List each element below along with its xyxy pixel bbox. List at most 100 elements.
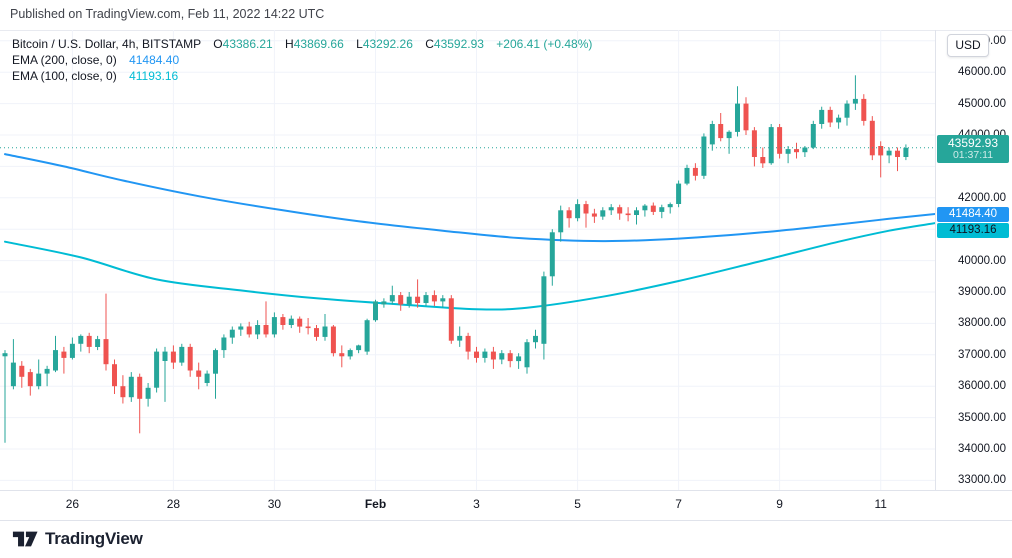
- candle: [760, 157, 766, 164]
- ema200-value: 41484.40: [129, 53, 180, 67]
- candle: [263, 325, 269, 335]
- candle: [836, 117, 842, 123]
- ema200-price-badge: 41484.40: [937, 206, 1009, 222]
- candle: [423, 295, 429, 303]
- candle: [10, 362, 16, 387]
- candle: [625, 213, 631, 216]
- candle: [827, 109, 833, 123]
- price-axis-label: 46000.00: [958, 66, 1006, 79]
- candle: [162, 351, 168, 361]
- candle: [2, 353, 8, 357]
- candle: [288, 318, 294, 325]
- price-axis-label: 38000.00: [958, 317, 1006, 330]
- chart-plot-area[interactable]: [0, 30, 935, 490]
- price-axis-label: 40000.00: [958, 254, 1006, 267]
- candle: [36, 373, 42, 387]
- ohlc-close: C43592.93: [425, 37, 484, 51]
- price-axis-label: 37000.00: [958, 348, 1006, 361]
- time-axis[interactable]: 26 28 30 Feb 3 5 7 9 11: [0, 490, 1012, 521]
- candle: [297, 318, 303, 327]
- candle: [566, 210, 572, 219]
- candle: [667, 204, 673, 208]
- candle: [381, 301, 387, 305]
- time-axis-label: Feb: [364, 497, 387, 511]
- candle: [886, 150, 892, 156]
- candle: [406, 296, 412, 305]
- candle: [128, 376, 134, 398]
- candle: [305, 326, 311, 329]
- candle: [314, 328, 319, 337]
- tradingview-logo[interactable]: TradingView: [12, 528, 143, 550]
- time-axis-label: 5: [574, 497, 581, 511]
- candle: [154, 351, 160, 388]
- candle: [213, 350, 218, 374]
- candle: [516, 356, 522, 362]
- candle: [86, 335, 92, 347]
- candle: [482, 351, 488, 358]
- ema200-line[interactable]: [4, 153, 935, 243]
- candle: [170, 351, 176, 363]
- candle: [617, 207, 623, 214]
- candle: [120, 386, 126, 398]
- legend-symbol-row[interactable]: Bitcoin / U.S. Dollar, 4h, BITSTAMP O433…: [12, 36, 592, 52]
- price-change: +206.41 (+0.48%): [496, 37, 593, 51]
- candle: [137, 376, 143, 399]
- symbol-title: Bitcoin / U.S. Dollar, 4h, BITSTAMP: [12, 37, 201, 51]
- candle: [583, 204, 589, 214]
- candle: [44, 368, 50, 374]
- candle: [255, 325, 261, 335]
- currency-toggle-button[interactable]: USD: [947, 34, 989, 57]
- time-axis-label: 28: [166, 497, 181, 511]
- price-axis-label: 39000.00: [958, 286, 1006, 298]
- candle: [457, 335, 463, 341]
- candle: [69, 343, 75, 358]
- candle: [591, 213, 597, 217]
- candle: [701, 136, 707, 176]
- candle: [819, 109, 825, 124]
- candle: [53, 350, 58, 371]
- time-axis-label: 30: [267, 497, 282, 511]
- ema200-label: EMA (200, close, 0): [12, 53, 117, 67]
- ema100-line[interactable]: [4, 222, 935, 311]
- candle: [356, 345, 362, 351]
- candle: [179, 346, 185, 363]
- candle: [692, 167, 698, 176]
- candle: [608, 207, 614, 211]
- candle: [558, 210, 564, 233]
- candle: [440, 298, 446, 302]
- price-axis-label: 42000.00: [958, 191, 1006, 204]
- candles-layer: [2, 75, 909, 443]
- candle: [659, 207, 665, 212]
- price-axis-label: 33000.00: [958, 474, 1006, 487]
- candle: [465, 335, 471, 352]
- legend-ema100-row[interactable]: EMA (100, close, 0) 41193.16: [12, 68, 592, 84]
- candle: [229, 329, 235, 338]
- candle: [852, 98, 858, 104]
- candle: [78, 335, 84, 344]
- candle: [271, 317, 277, 335]
- candle: [431, 295, 437, 302]
- candle: [903, 147, 909, 157]
- price-axis-label: 36000.00: [958, 380, 1006, 393]
- candle: [869, 120, 875, 156]
- candle: [204, 373, 210, 383]
- candle: [549, 232, 555, 277]
- price-axis-label: 35000.00: [958, 411, 1006, 424]
- candle: [196, 370, 202, 377]
- candle: [768, 127, 774, 164]
- candle: [634, 210, 639, 215]
- candle: [145, 387, 151, 399]
- candle: [878, 146, 884, 156]
- candle: [709, 124, 715, 145]
- ema100-label: EMA (100, close, 0): [12, 69, 117, 83]
- candle: [398, 295, 404, 305]
- time-axis-label: 26: [65, 497, 80, 511]
- candle: [499, 353, 505, 360]
- candle: [373, 301, 378, 321]
- candle: [339, 353, 345, 357]
- legend-ema200-row[interactable]: EMA (200, close, 0) 41484.40: [12, 52, 592, 68]
- price-axis[interactable]: USD 43592.93 01:37:11 41484.40 41193.16 …: [936, 30, 1012, 490]
- candle: [895, 150, 900, 157]
- candle: [802, 147, 808, 153]
